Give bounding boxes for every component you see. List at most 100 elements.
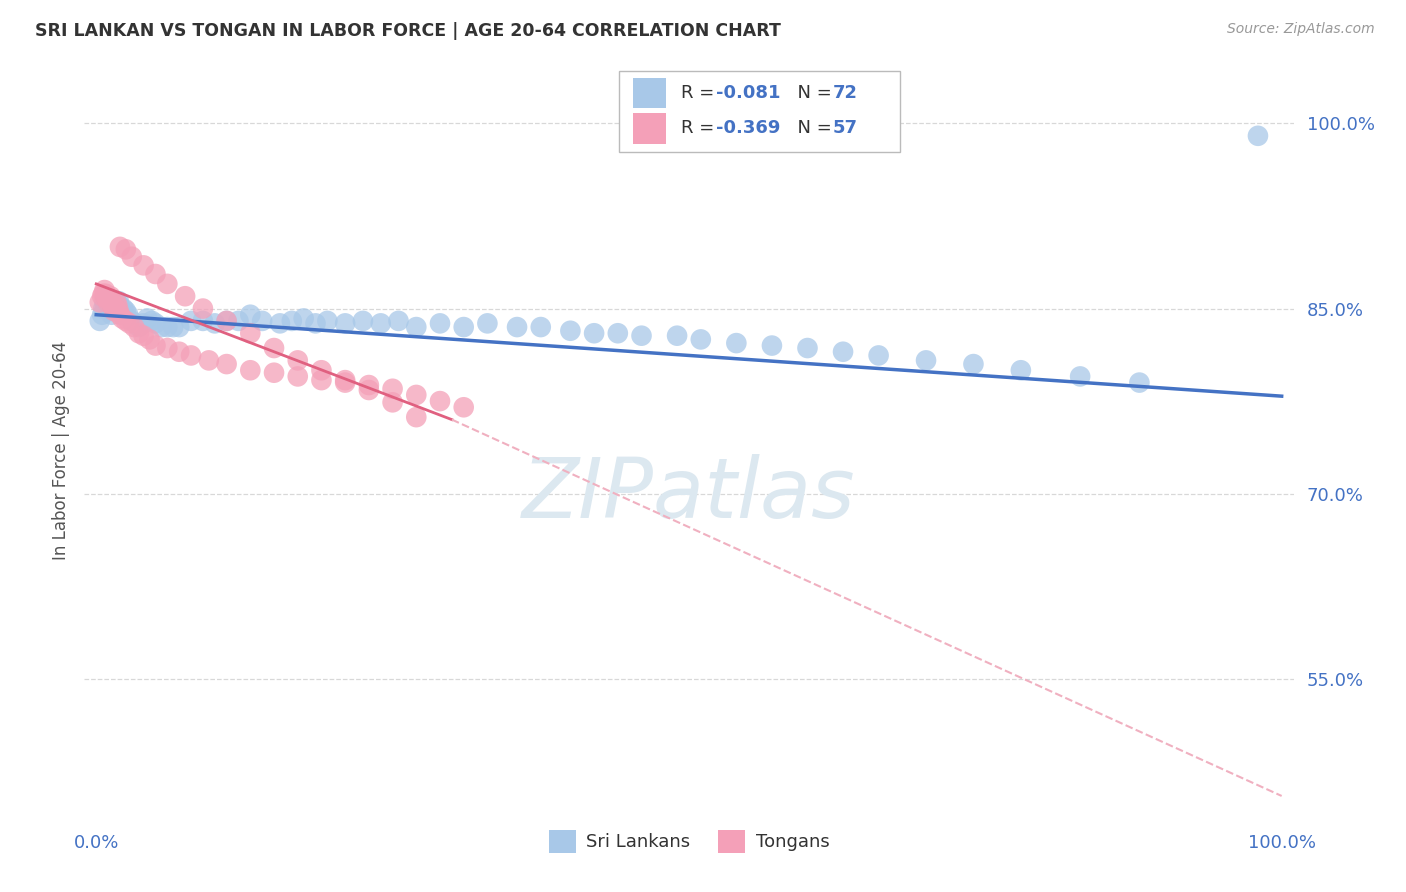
- Point: [630, 328, 652, 343]
- Point: [832, 344, 855, 359]
- Point: [156, 320, 179, 334]
- Point: [115, 243, 138, 257]
- Point: [228, 314, 250, 328]
- Point: [132, 258, 155, 272]
- Point: [583, 326, 606, 341]
- Point: [97, 295, 120, 310]
- Point: [121, 314, 143, 328]
- Point: [156, 277, 179, 291]
- Text: N =: N =: [786, 120, 838, 137]
- Point: [132, 317, 155, 331]
- Point: [530, 320, 553, 334]
- Point: [333, 376, 356, 390]
- Point: [429, 394, 451, 409]
- Point: [100, 295, 122, 310]
- Text: 72: 72: [832, 84, 858, 102]
- Point: [156, 341, 179, 355]
- Point: [91, 301, 114, 316]
- Point: [121, 250, 143, 264]
- Point: [107, 299, 129, 313]
- Point: [128, 326, 150, 341]
- Point: [91, 308, 114, 322]
- Point: [100, 289, 122, 303]
- Point: [96, 292, 118, 306]
- Point: [162, 320, 184, 334]
- Point: [239, 363, 262, 377]
- Point: [104, 301, 127, 316]
- Point: [387, 314, 409, 328]
- Point: [94, 289, 117, 303]
- Point: [191, 314, 214, 328]
- Point: [370, 317, 392, 331]
- Point: [110, 304, 132, 318]
- Point: [98, 292, 121, 306]
- Point: [263, 341, 285, 355]
- Point: [128, 320, 150, 334]
- Point: [453, 401, 475, 415]
- Text: SRI LANKAN VS TONGAN IN LABOR FORCE | AGE 20-64 CORRELATION CHART: SRI LANKAN VS TONGAN IN LABOR FORCE | AG…: [35, 22, 780, 40]
- Point: [145, 267, 167, 281]
- Point: [89, 295, 111, 310]
- Text: R =: R =: [681, 120, 720, 137]
- Point: [281, 314, 304, 328]
- Point: [263, 366, 285, 380]
- Point: [215, 314, 238, 328]
- Point: [453, 320, 475, 334]
- Point: [405, 388, 427, 402]
- Text: -0.081: -0.081: [716, 84, 780, 102]
- Point: [141, 314, 163, 328]
- Point: [868, 348, 890, 362]
- Point: [381, 395, 404, 409]
- Point: [429, 317, 451, 331]
- Point: [107, 296, 129, 310]
- Point: [180, 314, 202, 328]
- Point: [215, 314, 238, 328]
- Point: [191, 301, 214, 316]
- Point: [962, 357, 984, 371]
- Y-axis label: In Labor Force | Age 20-64: In Labor Force | Age 20-64: [52, 341, 70, 560]
- Point: [287, 353, 309, 368]
- Point: [381, 382, 404, 396]
- Point: [239, 326, 262, 341]
- Point: [111, 308, 134, 322]
- Point: [405, 410, 427, 425]
- Point: [104, 299, 127, 313]
- Point: [115, 314, 138, 328]
- Point: [287, 369, 309, 384]
- Point: [108, 299, 131, 313]
- Text: Source: ZipAtlas.com: Source: ZipAtlas.com: [1227, 22, 1375, 37]
- Point: [115, 304, 138, 318]
- Point: [316, 314, 339, 328]
- Point: [915, 353, 938, 368]
- Point: [477, 317, 499, 331]
- Point: [136, 311, 159, 326]
- Point: [1069, 369, 1091, 384]
- Point: [250, 314, 273, 328]
- Point: [96, 292, 118, 306]
- Point: [91, 286, 114, 301]
- Point: [333, 373, 356, 387]
- Point: [107, 304, 129, 318]
- Point: [124, 317, 146, 331]
- Point: [94, 286, 117, 301]
- Point: [204, 317, 226, 331]
- Point: [357, 378, 380, 392]
- Point: [725, 336, 748, 351]
- Point: [98, 299, 121, 313]
- Point: [117, 308, 139, 322]
- Point: [311, 373, 333, 387]
- Point: [304, 317, 326, 331]
- Point: [352, 314, 374, 328]
- Point: [1010, 363, 1032, 377]
- Point: [180, 348, 202, 362]
- Point: [103, 304, 125, 318]
- Point: [89, 314, 111, 328]
- Point: [239, 308, 262, 322]
- Point: [132, 328, 155, 343]
- Point: [292, 311, 315, 326]
- Legend: Sri Lankans, Tongans: Sri Lankans, Tongans: [541, 823, 837, 860]
- Point: [167, 320, 190, 334]
- Point: [145, 338, 167, 352]
- Point: [108, 240, 131, 254]
- Point: [103, 304, 125, 318]
